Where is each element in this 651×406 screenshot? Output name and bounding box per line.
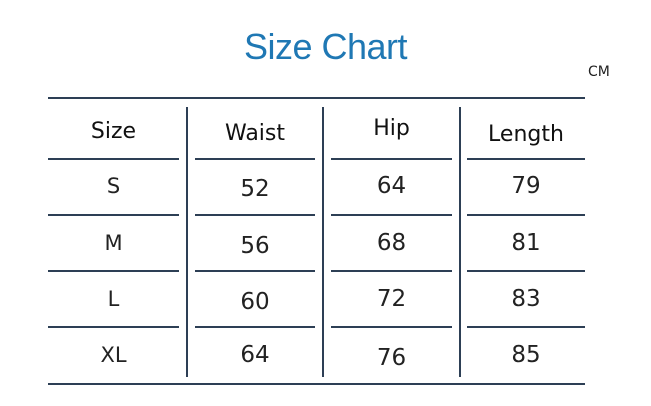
table-cell: 79 (511, 173, 541, 199)
row-rule (48, 326, 179, 328)
table-cell: 64 (240, 342, 270, 368)
table-cell: 85 (511, 342, 541, 368)
row-rule (331, 270, 452, 272)
row-rule (467, 326, 585, 328)
row-rule (467, 270, 585, 272)
table-cell: 64 (376, 173, 407, 199)
row-rule (331, 158, 452, 160)
row-rule (195, 270, 315, 272)
bottom-rule (48, 383, 585, 385)
column-divider (322, 107, 324, 377)
column-divider (459, 107, 461, 377)
row-rule (48, 214, 179, 216)
table-cell: 81 (511, 230, 541, 256)
column-header: Length (488, 122, 564, 147)
row-rule (195, 214, 315, 216)
row-rule (331, 326, 452, 328)
column-header: Waist (224, 121, 286, 146)
table-cell: XL (100, 343, 127, 367)
table-cell: 76 (376, 345, 407, 371)
top-rule (48, 97, 585, 99)
row-rule (48, 270, 179, 272)
table-cell: M (104, 231, 123, 255)
table-cell: 56 (240, 233, 270, 259)
row-rule (48, 158, 179, 160)
table-cell: 83 (511, 286, 541, 312)
table-cell: 60 (240, 289, 270, 315)
row-rule (195, 326, 315, 328)
table-cell: S (106, 174, 121, 198)
table-cell: 68 (376, 230, 407, 256)
row-rule (331, 214, 452, 216)
row-rule (467, 214, 585, 216)
row-rule (467, 158, 585, 160)
table-cell: 72 (376, 286, 407, 312)
row-rule (195, 158, 315, 160)
unit-label: CM (588, 64, 610, 80)
chart-title: Size Chart (243, 26, 408, 67)
table-cell: 52 (240, 176, 270, 202)
table-cell: L (107, 287, 120, 311)
column-header: Size (90, 119, 137, 144)
column-divider (186, 107, 188, 377)
column-header: Hip (373, 116, 410, 141)
